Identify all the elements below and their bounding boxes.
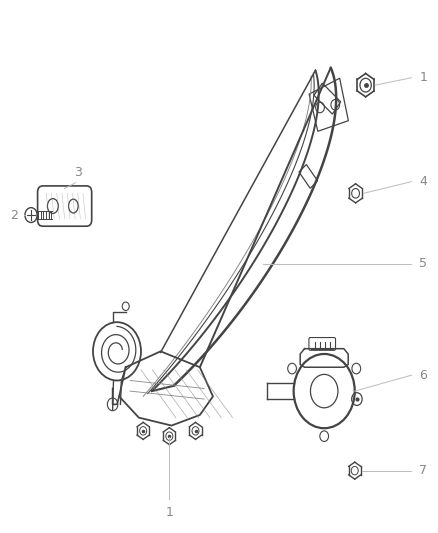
Text: 7: 7: [418, 464, 426, 477]
Text: 1: 1: [165, 506, 173, 519]
Text: 5: 5: [418, 257, 426, 270]
Text: 6: 6: [418, 369, 426, 382]
Text: 2: 2: [10, 208, 18, 222]
Text: 3: 3: [74, 166, 81, 179]
Text: 4: 4: [418, 175, 426, 188]
Text: 1: 1: [418, 71, 426, 84]
